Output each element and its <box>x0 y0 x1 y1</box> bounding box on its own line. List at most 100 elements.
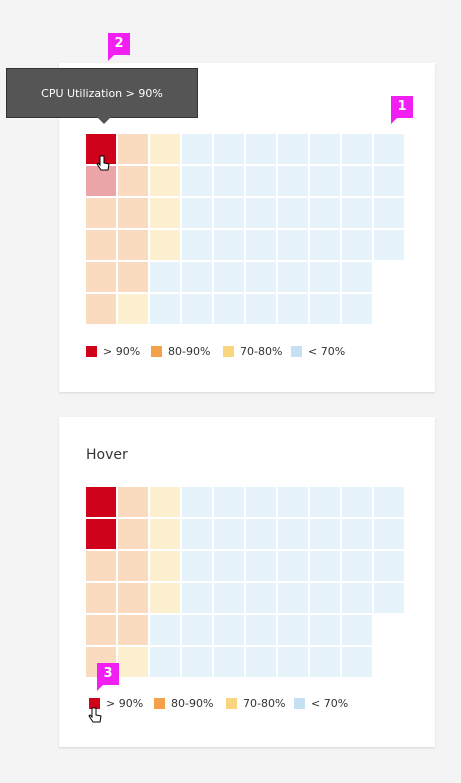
heatmap-cell[interactable] <box>86 166 116 196</box>
heatmap-cell[interactable] <box>374 198 404 228</box>
heatmap-cell[interactable] <box>118 615 148 645</box>
heatmap-cell[interactable] <box>310 166 340 196</box>
heatmap-cell[interactable] <box>278 230 308 260</box>
heatmap-cell[interactable] <box>118 487 148 517</box>
heatmap-cell[interactable] <box>150 262 180 292</box>
heatmap-cell[interactable] <box>150 519 180 549</box>
heatmap-cell[interactable] <box>118 294 148 324</box>
heatmap-cell[interactable] <box>182 134 212 164</box>
heatmap-cell[interactable] <box>246 583 276 613</box>
legend-item[interactable]: < 70% <box>291 345 345 358</box>
heatmap-cell[interactable] <box>342 583 372 613</box>
heatmap-cell[interactable] <box>182 230 212 260</box>
heatmap-cell[interactable] <box>310 551 340 581</box>
heatmap-cell[interactable] <box>214 230 244 260</box>
legend-item[interactable]: 80-90% <box>154 697 213 710</box>
heatmap-cell[interactable] <box>86 615 116 645</box>
legend-item[interactable]: 70-80% <box>223 345 282 358</box>
heatmap-cell[interactable] <box>150 583 180 613</box>
heatmap-cell[interactable] <box>310 519 340 549</box>
heatmap-cell[interactable] <box>374 487 404 517</box>
heatmap-cell[interactable] <box>278 583 308 613</box>
heatmap-cell[interactable] <box>150 647 180 677</box>
heatmap-cell[interactable] <box>342 134 372 164</box>
heatmap-cell[interactable] <box>214 615 244 645</box>
heatmap-cell[interactable] <box>118 262 148 292</box>
heatmap-cell[interactable] <box>214 519 244 549</box>
heatmap-cell[interactable] <box>118 551 148 581</box>
heatmap-cell[interactable] <box>118 647 148 677</box>
heatmap-cell[interactable] <box>86 487 116 517</box>
heatmap-cell[interactable] <box>246 551 276 581</box>
heatmap-cell[interactable] <box>246 647 276 677</box>
heatmap-cell[interactable] <box>182 198 212 228</box>
heatmap-cell[interactable] <box>86 294 116 324</box>
heatmap-cell[interactable] <box>342 198 372 228</box>
heatmap-cell[interactable] <box>214 487 244 517</box>
heatmap-cell[interactable] <box>246 134 276 164</box>
heatmap-cell[interactable] <box>278 166 308 196</box>
heatmap-cell[interactable] <box>342 294 372 324</box>
heatmap-cell[interactable] <box>182 647 212 677</box>
heatmap-cell[interactable] <box>246 230 276 260</box>
heatmap-cell[interactable] <box>342 647 372 677</box>
heatmap-cell[interactable] <box>342 487 372 517</box>
heatmap-cell[interactable] <box>310 647 340 677</box>
heatmap-cell[interactable] <box>86 262 116 292</box>
heatmap-cell[interactable] <box>214 134 244 164</box>
heatmap-cell[interactable] <box>150 551 180 581</box>
heatmap-cell[interactable] <box>118 134 148 164</box>
heatmap-cell[interactable] <box>342 166 372 196</box>
heatmap-cell[interactable] <box>278 198 308 228</box>
heatmap-cell[interactable] <box>118 519 148 549</box>
heatmap-cell[interactable] <box>246 519 276 549</box>
heatmap-cell[interactable] <box>182 551 212 581</box>
heatmap-cell[interactable] <box>86 230 116 260</box>
heatmap-cell[interactable] <box>374 166 404 196</box>
heatmap-cell[interactable] <box>182 262 212 292</box>
heatmap-cell[interactable] <box>278 615 308 645</box>
heatmap-cell[interactable] <box>150 230 180 260</box>
legend-item[interactable]: < 70% <box>294 697 348 710</box>
heatmap-cell[interactable] <box>214 647 244 677</box>
heatmap-cell[interactable] <box>342 551 372 581</box>
heatmap-cell[interactable] <box>342 262 372 292</box>
heatmap-cell[interactable] <box>374 230 404 260</box>
heatmap-cell[interactable] <box>246 262 276 292</box>
heatmap-cell[interactable] <box>86 519 116 549</box>
heatmap-cell[interactable] <box>246 294 276 324</box>
heatmap-cell[interactable] <box>150 198 180 228</box>
heatmap-cell[interactable] <box>150 134 180 164</box>
heatmap-cell[interactable] <box>246 198 276 228</box>
heatmap-cell[interactable] <box>374 551 404 581</box>
heatmap-cell[interactable] <box>278 487 308 517</box>
heatmap-cell[interactable] <box>374 134 404 164</box>
legend-item[interactable]: 70-80% <box>226 697 285 710</box>
heatmap-cell[interactable] <box>214 166 244 196</box>
heatmap-cell[interactable] <box>118 166 148 196</box>
heatmap-cell[interactable] <box>118 230 148 260</box>
heatmap-cell[interactable] <box>310 583 340 613</box>
heatmap-cell[interactable] <box>182 519 212 549</box>
heatmap-cell[interactable] <box>310 294 340 324</box>
heatmap-cell[interactable] <box>310 487 340 517</box>
heatmap-cell[interactable] <box>182 583 212 613</box>
legend-item[interactable]: 80-90% <box>151 345 210 358</box>
heatmap-cell[interactable] <box>278 134 308 164</box>
heatmap-cell[interactable] <box>310 262 340 292</box>
heatmap-cell[interactable] <box>278 551 308 581</box>
heatmap-cell[interactable] <box>86 551 116 581</box>
heatmap-cell[interactable] <box>214 262 244 292</box>
heatmap-cell[interactable] <box>214 583 244 613</box>
heatmap-cell[interactable] <box>86 198 116 228</box>
heatmap-cell[interactable] <box>182 294 212 324</box>
heatmap-cell[interactable] <box>182 615 212 645</box>
legend-item[interactable]: > 90% <box>86 345 140 358</box>
heatmap-cell[interactable] <box>214 198 244 228</box>
heatmap-cell[interactable] <box>342 519 372 549</box>
heatmap-cell[interactable] <box>278 519 308 549</box>
heatmap-cell[interactable] <box>310 134 340 164</box>
heatmap-cell[interactable] <box>278 647 308 677</box>
heatmap-cell[interactable] <box>246 487 276 517</box>
heatmap-cell[interactable] <box>86 583 116 613</box>
